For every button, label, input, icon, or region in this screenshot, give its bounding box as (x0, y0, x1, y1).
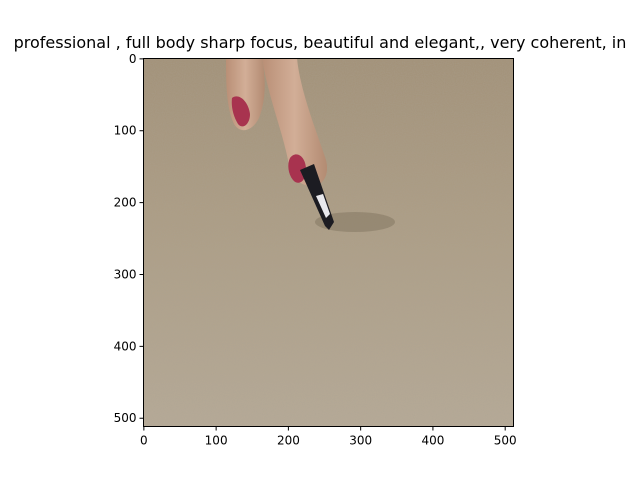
y-tick-label: 300 (114, 267, 137, 281)
x-tick-label: 0 (140, 434, 148, 448)
y-tick-label: 100 (114, 124, 137, 138)
x-tick-label: 300 (349, 434, 372, 448)
x-tick-label: 200 (277, 434, 300, 448)
y-tick-label: 200 (114, 196, 137, 210)
axes-frame (143, 58, 514, 427)
y-tick-label: 500 (114, 411, 137, 425)
x-tick-label: 500 (494, 434, 517, 448)
finger-left (226, 58, 265, 131)
carpet-image (143, 58, 514, 427)
finger-right (262, 58, 327, 187)
x-tick-label: 100 (205, 434, 228, 448)
pen-icon (300, 164, 334, 230)
y-tick-label: 400 (114, 339, 137, 353)
chart-title: professional , full body sharp focus, be… (13, 33, 627, 52)
x-tick-label: 400 (421, 434, 444, 448)
y-tick-label: 0 (129, 52, 137, 66)
